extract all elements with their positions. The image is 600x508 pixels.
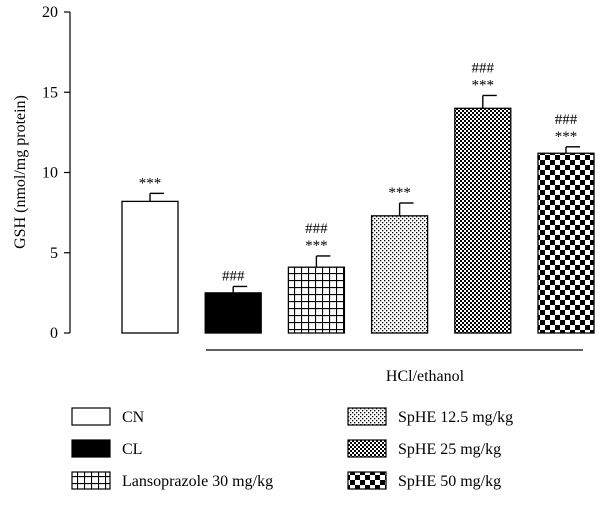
legend-label-5: SpHE 50 mg/kg xyxy=(398,473,501,490)
bars: ***######******###***###*** xyxy=(121,60,595,334)
treatment-group-bracket: HCl/ethanol xyxy=(206,349,583,385)
bar-0 xyxy=(121,200,179,334)
bar-2 xyxy=(287,266,346,334)
y-tick-label: 10 xyxy=(42,165,58,182)
significance-label: ### xyxy=(472,60,495,76)
legend-label-0: CN xyxy=(122,409,145,426)
significance-label: *** xyxy=(555,129,578,145)
significance-label: ### xyxy=(222,268,245,284)
legend-swatch-2 xyxy=(71,471,111,490)
legend-label-1: CL xyxy=(122,441,142,458)
legend-swatch-5 xyxy=(347,471,387,490)
significance-label: ### xyxy=(555,112,578,128)
legend-label-4: SpHE 25 mg/kg xyxy=(398,441,501,458)
y-axis: 0 5 10 15 20 xyxy=(42,4,71,342)
significance-label: ### xyxy=(305,221,328,237)
legend-swatch-0 xyxy=(71,407,111,426)
significance-label: *** xyxy=(139,175,162,191)
y-tick-label: 15 xyxy=(42,84,58,101)
legend-swatch-1 xyxy=(71,439,111,458)
bar-1 xyxy=(204,292,262,334)
group-label: HCl/ethanol xyxy=(386,368,465,385)
y-axis-label: GSH (nmol/mg protein) xyxy=(12,95,29,249)
legend-label-3: SpHE 12.5 mg/kg xyxy=(398,409,513,426)
significance-label: *** xyxy=(388,185,411,201)
y-tick-label: 20 xyxy=(42,4,58,21)
significance-label: *** xyxy=(305,238,328,254)
bar-4 xyxy=(454,107,512,334)
legend-label-2: Lansoprazole 30 mg/kg xyxy=(122,473,273,490)
legend-swatch-4 xyxy=(347,439,387,458)
y-tick-label: 0 xyxy=(50,325,58,342)
legend-swatch-3 xyxy=(347,407,387,426)
bar-3 xyxy=(370,215,429,334)
significance-label: *** xyxy=(472,77,495,93)
bar-5 xyxy=(537,152,595,334)
y-tick-label: 5 xyxy=(50,245,58,262)
legend: CN CL Lansoprazole 30 mg/kg SpHE 12.5 mg/kg… xyxy=(71,407,513,490)
